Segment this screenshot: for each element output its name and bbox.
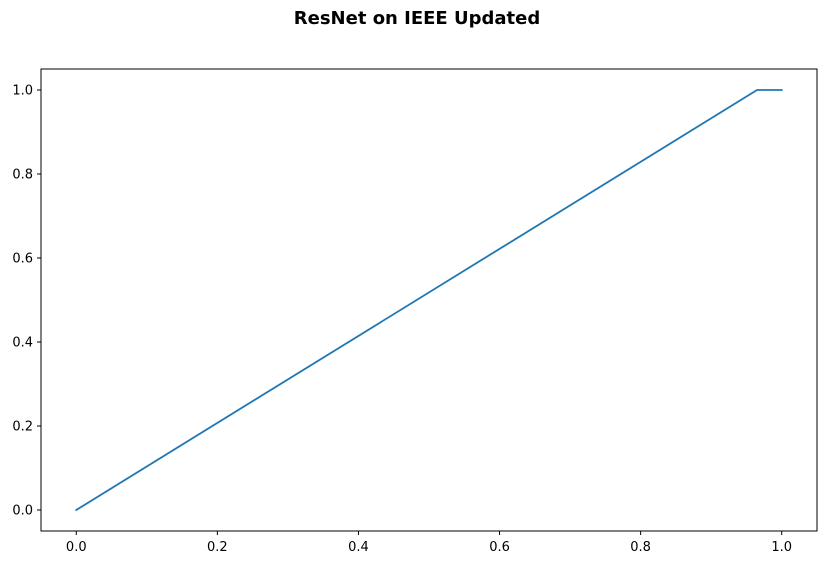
y-tick-label: 0.6 <box>12 252 33 267</box>
x-tick-label: 0.8 <box>630 540 651 555</box>
y-tick-label: 1.0 <box>12 84 33 99</box>
y-tick-label: 0.8 <box>12 168 33 183</box>
plot-area: 0.0 0.2 0.4 0.6 0.8 1.0 0.0 0.2 0.4 0.6 0.8 1.0 <box>12 68 818 555</box>
x-tick-label: 0.6 <box>489 540 510 555</box>
x-tick-label: 0.4 <box>348 540 369 555</box>
x-tick-label: 1.0 <box>771 540 792 555</box>
chart-title: ResNet on IEEE Updated <box>294 8 540 29</box>
axes-frame <box>40 68 818 532</box>
y-tick-label: 0.4 <box>12 336 33 351</box>
y-tick-label: 0.0 <box>12 504 33 519</box>
x-tick-label: 0.2 <box>207 540 228 555</box>
y-tick-label: 0.2 <box>12 420 33 435</box>
x-tick-label: 0.0 <box>66 540 87 555</box>
series-line-0 <box>75 89 783 512</box>
